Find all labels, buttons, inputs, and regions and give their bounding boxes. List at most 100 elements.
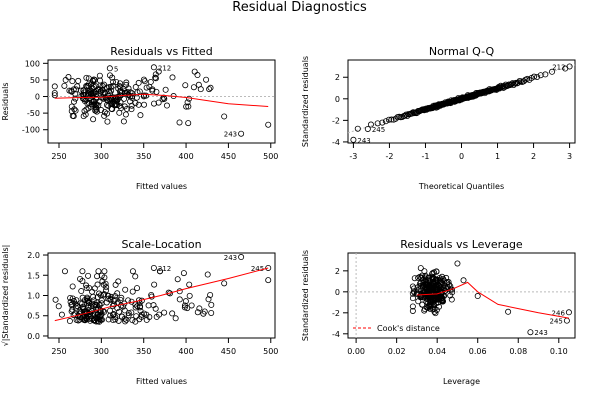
rvl-x-axis-label: Leverage bbox=[443, 377, 480, 386]
data-point bbox=[116, 88, 123, 95]
data-point bbox=[83, 285, 90, 292]
data-point bbox=[97, 77, 104, 84]
qq-x-tick-label: -2 bbox=[385, 152, 393, 161]
data-point bbox=[447, 292, 454, 299]
data-point bbox=[90, 297, 97, 304]
data-point bbox=[95, 102, 102, 109]
data-point bbox=[143, 84, 150, 91]
qq-x-tick-label: 3 bbox=[567, 152, 572, 161]
rvf-y-tick-label: 100 bbox=[25, 59, 40, 68]
data-point bbox=[81, 89, 88, 96]
data-point bbox=[440, 275, 447, 282]
data-point bbox=[409, 303, 416, 310]
data-point bbox=[152, 75, 159, 82]
data-point bbox=[99, 82, 106, 89]
data-point bbox=[185, 120, 192, 127]
data-point bbox=[72, 304, 79, 311]
rvf-x-tick-label: 350 bbox=[136, 152, 151, 161]
data-point bbox=[181, 304, 188, 311]
data-point bbox=[196, 305, 203, 312]
data-point bbox=[89, 288, 96, 295]
data-point bbox=[81, 309, 88, 316]
data-point bbox=[107, 307, 114, 314]
data-point bbox=[221, 280, 228, 287]
rvf-x-tick-label: 250 bbox=[51, 152, 66, 161]
data-point bbox=[460, 277, 467, 284]
data-point bbox=[69, 283, 76, 290]
data-point bbox=[143, 92, 150, 99]
data-point bbox=[125, 310, 132, 317]
data-point bbox=[444, 283, 451, 290]
labeled-point bbox=[106, 65, 113, 72]
rvl-y-tick-label: -4 bbox=[332, 330, 340, 339]
data-point bbox=[52, 296, 59, 303]
labeled-point bbox=[563, 317, 570, 324]
data-point bbox=[115, 278, 122, 285]
sl-x-tick-label: 250 bbox=[51, 347, 66, 356]
sl-x-axis-label: Fitted values bbox=[136, 377, 187, 386]
data-point bbox=[141, 101, 148, 108]
qq-panel: Normal Q-Q Theoretical Quantiles Standardi… bbox=[301, 45, 576, 191]
data-point bbox=[105, 292, 112, 299]
data-point bbox=[115, 317, 122, 324]
data-point bbox=[72, 107, 79, 114]
data-point bbox=[133, 313, 140, 320]
data-point bbox=[143, 311, 150, 318]
data-point bbox=[184, 99, 191, 106]
data-point bbox=[156, 311, 163, 318]
data-point bbox=[133, 94, 140, 101]
data-point bbox=[112, 281, 119, 288]
data-point bbox=[68, 308, 75, 315]
data-point bbox=[190, 84, 197, 91]
data-point bbox=[138, 311, 145, 318]
rvl-x-tick-label: 0.04 bbox=[428, 347, 446, 356]
data-point bbox=[134, 285, 141, 292]
data-point bbox=[55, 303, 62, 310]
rvf-y-tick-label: -100 bbox=[22, 126, 40, 135]
data-point bbox=[112, 293, 119, 300]
sl-y-tick-label: 2.0 bbox=[27, 251, 40, 260]
qq-y-tick-label: 0 bbox=[335, 95, 340, 104]
sl-x-tick-label: 400 bbox=[178, 347, 193, 356]
data-point bbox=[80, 305, 87, 312]
data-point bbox=[505, 308, 512, 315]
data-point bbox=[129, 317, 136, 324]
data-point bbox=[116, 308, 123, 315]
data-point bbox=[97, 312, 104, 319]
sl-y-axis-label: √|Standardized residuals| bbox=[1, 245, 10, 347]
data-point bbox=[127, 93, 134, 100]
point-label: 243 bbox=[224, 131, 237, 139]
data-point bbox=[149, 86, 156, 93]
data-point bbox=[70, 113, 77, 120]
data-point bbox=[61, 82, 68, 89]
data-point bbox=[418, 274, 425, 281]
data-point bbox=[156, 268, 163, 275]
data-point bbox=[98, 316, 105, 323]
sl-x-tick-label: 300 bbox=[94, 347, 109, 356]
data-point bbox=[93, 108, 100, 115]
sl-smooth-line bbox=[54, 267, 269, 322]
data-point bbox=[103, 299, 110, 306]
data-point bbox=[86, 285, 93, 292]
data-point bbox=[409, 295, 416, 302]
data-point bbox=[100, 281, 107, 288]
data-point bbox=[90, 317, 97, 324]
data-point bbox=[152, 74, 159, 81]
data-point bbox=[188, 302, 195, 309]
rvl-x-tick-label: 0.10 bbox=[550, 347, 568, 356]
data-point bbox=[101, 81, 108, 88]
data-point bbox=[66, 87, 73, 94]
data-point bbox=[51, 83, 58, 90]
rvl-x-tick-label: 0.06 bbox=[469, 347, 487, 356]
data-point bbox=[379, 119, 386, 126]
data-point bbox=[145, 302, 152, 309]
data-point bbox=[73, 317, 80, 324]
data-point bbox=[96, 72, 103, 79]
data-point bbox=[122, 318, 129, 325]
data-point bbox=[429, 299, 436, 306]
rvf-plot-frame bbox=[47, 59, 276, 144]
data-point bbox=[161, 309, 168, 316]
rvl-smooth-line bbox=[416, 281, 569, 319]
data-point bbox=[159, 96, 166, 103]
data-point bbox=[72, 90, 79, 97]
